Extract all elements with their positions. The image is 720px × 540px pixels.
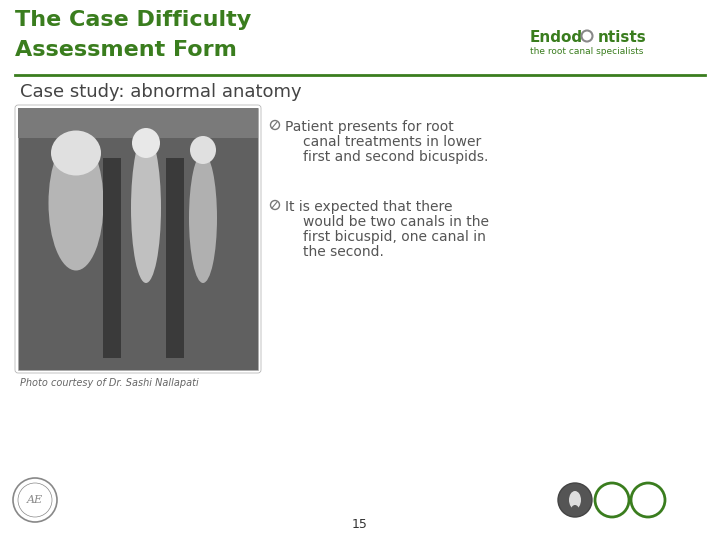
Bar — [103, 158, 121, 358]
Text: ntists: ntists — [598, 30, 647, 45]
Bar — [166, 158, 184, 358]
Ellipse shape — [132, 128, 160, 158]
Text: Assessment Form: Assessment Form — [15, 40, 237, 60]
Ellipse shape — [189, 153, 217, 283]
Ellipse shape — [51, 131, 101, 176]
Ellipse shape — [48, 136, 104, 271]
Text: first and second bicuspids.: first and second bicuspids. — [303, 150, 488, 164]
Text: 15: 15 — [352, 518, 368, 531]
Text: Case study: abnormal anatomy: Case study: abnormal anatomy — [20, 83, 302, 101]
Bar — [18, 108, 258, 370]
Text: canal treatments in lower: canal treatments in lower — [303, 135, 481, 149]
Text: The Case Difficulty: The Case Difficulty — [15, 10, 251, 30]
Text: AE: AE — [27, 495, 43, 505]
Circle shape — [558, 483, 592, 517]
Text: Photo courtesy of Dr. Sashi Nallapati: Photo courtesy of Dr. Sashi Nallapati — [20, 378, 199, 388]
Text: Endod: Endod — [530, 30, 583, 45]
Ellipse shape — [131, 133, 161, 283]
Text: first bicuspid, one canal in: first bicuspid, one canal in — [303, 230, 486, 244]
Ellipse shape — [571, 505, 579, 515]
Ellipse shape — [569, 491, 581, 509]
Bar — [18, 108, 258, 138]
Ellipse shape — [190, 136, 216, 164]
Text: It is expected that there: It is expected that there — [285, 200, 452, 214]
Text: the root canal specialists: the root canal specialists — [530, 47, 644, 56]
Text: the second.: the second. — [303, 245, 384, 259]
Text: Patient presents for root: Patient presents for root — [285, 120, 454, 134]
Text: would be two canals in the: would be two canals in the — [303, 215, 489, 229]
